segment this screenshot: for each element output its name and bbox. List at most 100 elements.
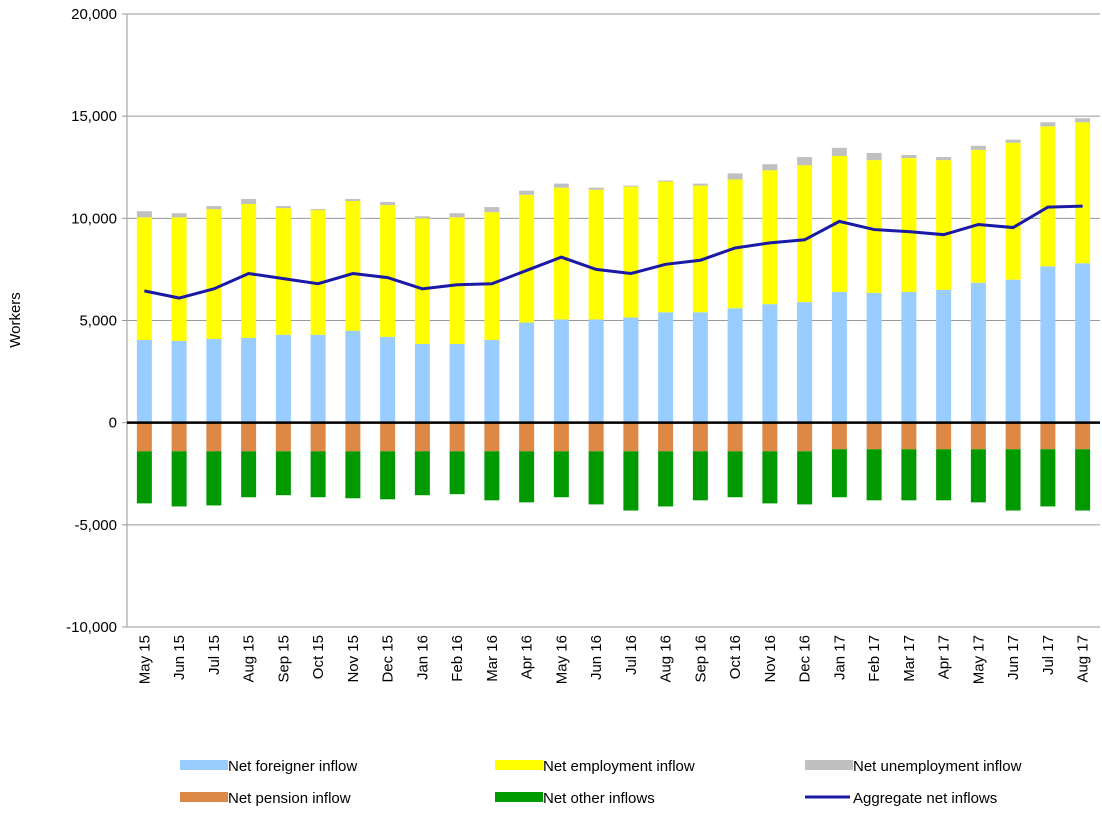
bar-segment (380, 422, 396, 452)
bar-segment (171, 213, 187, 218)
bar-segment (345, 198, 361, 201)
bar-segment (380, 205, 396, 337)
bar-segment (136, 339, 152, 423)
bar-segment (206, 451, 222, 506)
x-tick-label: Sep 15 (275, 635, 292, 683)
bar-segment (901, 291, 917, 423)
bar-segment (1075, 449, 1091, 511)
bar-segment (171, 217, 187, 341)
x-tick-label: Aug 16 (658, 635, 675, 683)
bar-segment (692, 183, 708, 186)
bar-segment (623, 451, 639, 511)
x-tick-label: Nov 16 (762, 635, 779, 683)
bar-segment (241, 337, 257, 423)
bar-segment (345, 451, 361, 499)
y-tick-label: 5,000 (79, 313, 117, 330)
bar-segment (658, 180, 674, 182)
x-tick-label: Dec 15 (380, 635, 397, 683)
x-tick-label: Jan 16 (414, 635, 431, 680)
bar-segment (1040, 122, 1056, 127)
bar-segment (1005, 142, 1021, 280)
bar-segment (588, 189, 604, 320)
y-tick-label: 10,000 (71, 210, 117, 227)
legend-swatch (180, 760, 228, 770)
bar-segment (1075, 422, 1091, 450)
bar-segment (241, 451, 257, 498)
x-tick-label: Oct 15 (310, 635, 327, 679)
bar-segment (519, 322, 535, 423)
bar-segment (449, 217, 465, 344)
bar-segment (762, 451, 778, 504)
bar-segment (831, 156, 847, 292)
x-tick-label: Apr 16 (519, 635, 536, 679)
bar-segment (727, 308, 743, 423)
bar-segment (414, 216, 430, 219)
y-tick-label: -10,000 (66, 619, 117, 636)
bar-segment (553, 451, 569, 498)
bar-segment (206, 206, 222, 210)
bar-segment (519, 451, 535, 503)
bar-segment (553, 187, 569, 320)
bar-segment (588, 187, 604, 190)
bar-segment (658, 181, 674, 313)
x-tick-label: Jan 17 (831, 635, 848, 680)
bar-segment (206, 338, 222, 423)
bar-segment (414, 422, 430, 452)
bar-segment (553, 183, 569, 188)
bar-segment (831, 422, 847, 450)
bar-segment (762, 304, 778, 423)
x-tick-label: Jul 16 (623, 635, 640, 675)
x-tick-label: Jun 16 (588, 635, 605, 680)
y-tick-label: 20,000 (71, 6, 117, 23)
bar-segment (310, 209, 326, 211)
bar-segment (936, 157, 952, 161)
y-tick-label: -5,000 (74, 517, 117, 534)
bar-segment (484, 207, 500, 213)
bar-segment (1075, 118, 1091, 123)
bar-segment (553, 422, 569, 452)
bar-segment (970, 149, 986, 283)
bar-segment (241, 204, 257, 338)
bar-segment (171, 451, 187, 507)
bar-segment (692, 451, 708, 501)
bar-segment (275, 334, 291, 423)
bar-segment (136, 217, 152, 340)
bar-segment (692, 422, 708, 452)
bar-segment (1005, 279, 1021, 423)
bar-segment (970, 449, 986, 503)
bar-segment (727, 173, 743, 180)
bar-segment (519, 422, 535, 452)
bar-segment (658, 422, 674, 452)
bar-segment (970, 422, 986, 450)
bar-segment (762, 422, 778, 452)
x-tick-label: Sep 16 (692, 635, 709, 683)
bar-segment (936, 422, 952, 450)
bar-segment (692, 185, 708, 313)
legend-label: Net employment inflow (543, 758, 695, 775)
bar-segment (588, 319, 604, 423)
bar-segment (866, 422, 882, 450)
bar-segment (519, 194, 535, 323)
bar-segment (345, 330, 361, 423)
legend-label: Net other inflows (543, 790, 655, 807)
bar-segment (206, 209, 222, 339)
bar-segment (866, 152, 882, 161)
x-tick-label: Apr 17 (936, 635, 953, 679)
bar-segment (936, 449, 952, 501)
bar-segment (797, 451, 813, 505)
bar-segment (762, 164, 778, 171)
bar-segment (484, 422, 500, 452)
bar-segment (623, 185, 639, 187)
bar-segment (936, 289, 952, 423)
bar-segment (623, 422, 639, 452)
bar-segment (380, 336, 396, 423)
bar-segment (310, 334, 326, 423)
bar-segment (171, 422, 187, 452)
bar-segment (588, 422, 604, 452)
bar-segment (762, 170, 778, 305)
legend-label: Net foreigner inflow (228, 758, 357, 775)
x-tick-label: Jun 17 (1005, 635, 1022, 680)
bar-segment (727, 179, 743, 309)
bar-segment (901, 154, 917, 159)
